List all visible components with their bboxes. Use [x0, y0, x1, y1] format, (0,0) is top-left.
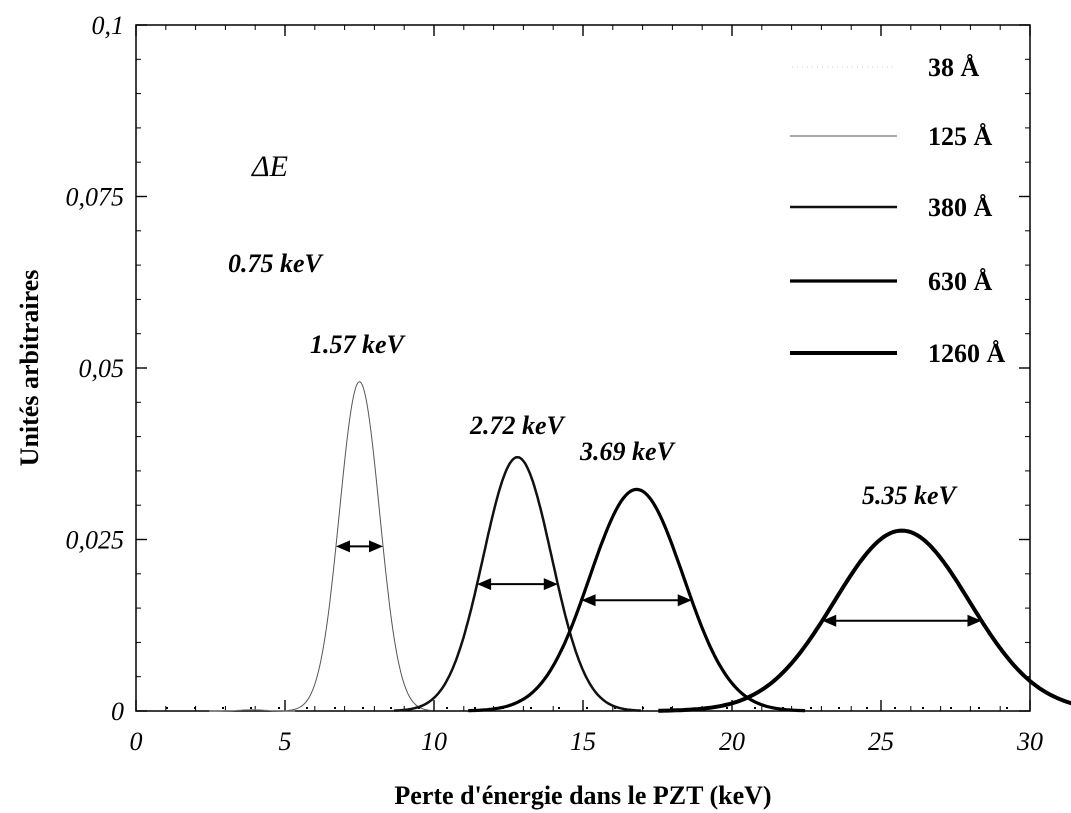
- y-tick-label: 0,05: [79, 354, 125, 383]
- fwhm-arrows: [335, 540, 982, 627]
- legend-label: 1260 Å: [928, 339, 1006, 368]
- fwhm-arrow-head-left: [477, 578, 492, 591]
- y-tick-label: 0,1: [92, 11, 125, 40]
- fwhm-arrow-head-left: [335, 540, 350, 553]
- legend-label: 380 Å: [928, 193, 993, 222]
- x-tick-label: 20: [719, 727, 745, 756]
- fwhm-arrow-head-right: [967, 614, 982, 627]
- fwhm-label: 1.57 keV: [310, 330, 407, 359]
- x-tick-label: 30: [1016, 727, 1043, 756]
- y-tick-labels: 0 0,025 0,05 0,075 0,1: [66, 11, 125, 726]
- y-axis-title: Unités arbitraires: [15, 270, 44, 467]
- y-tick-label: 0,025: [66, 526, 125, 555]
- delta-e-label: ΔE: [251, 150, 288, 183]
- x-tick-label: 5: [279, 727, 292, 756]
- fwhm-arrow-head-right: [677, 594, 692, 607]
- legend-label: 630 Å: [928, 267, 993, 296]
- x-tick-labels: 0 5 10 15 20 25 30: [130, 727, 1044, 756]
- fwhm-arrow-head-right: [543, 578, 558, 591]
- x-tick-label: 0: [130, 727, 143, 756]
- legend: 38 Å 125 Å 380 Å 630 Å 1260 Å: [790, 53, 1006, 368]
- plot-frame: [135, 24, 1031, 712]
- fwhm-label: 3.69 keV: [579, 437, 677, 466]
- fwhm-label: 5.35 keV: [862, 481, 959, 510]
- series-curve-2: [287, 381, 432, 711]
- fwhm-arrow-head-left: [581, 594, 596, 607]
- y-tick-label: 0,075: [66, 183, 125, 212]
- x-tick-label: 10: [421, 727, 447, 756]
- fwhm-arrow-head-left: [822, 614, 837, 627]
- axis-ticks: [135, 24, 1031, 712]
- series-curve-5: [658, 528, 1071, 713]
- fwhm-arrow-head-right: [369, 540, 384, 553]
- x-tick-label: 15: [570, 727, 596, 756]
- legend-label: 38 Å: [928, 53, 980, 82]
- x-axis-title: Perte d'énergie dans le PZT (keV): [394, 781, 771, 810]
- legend-label: 125 Å: [928, 122, 993, 151]
- y-tick-label: 0: [111, 697, 124, 726]
- series-curve-1: [209, 709, 296, 712]
- x-tick-label: 25: [868, 727, 894, 756]
- fwhm-label: 2.72 keV: [469, 411, 567, 440]
- series-curve-3: [394, 455, 641, 712]
- fwhm-label: 0.75 keV: [228, 249, 325, 278]
- fwhm-annotations: 0.75 keV 1.57 keV 2.72 keV 3.69 keV 5.35 keV: [228, 249, 959, 510]
- curves: [209, 381, 1071, 713]
